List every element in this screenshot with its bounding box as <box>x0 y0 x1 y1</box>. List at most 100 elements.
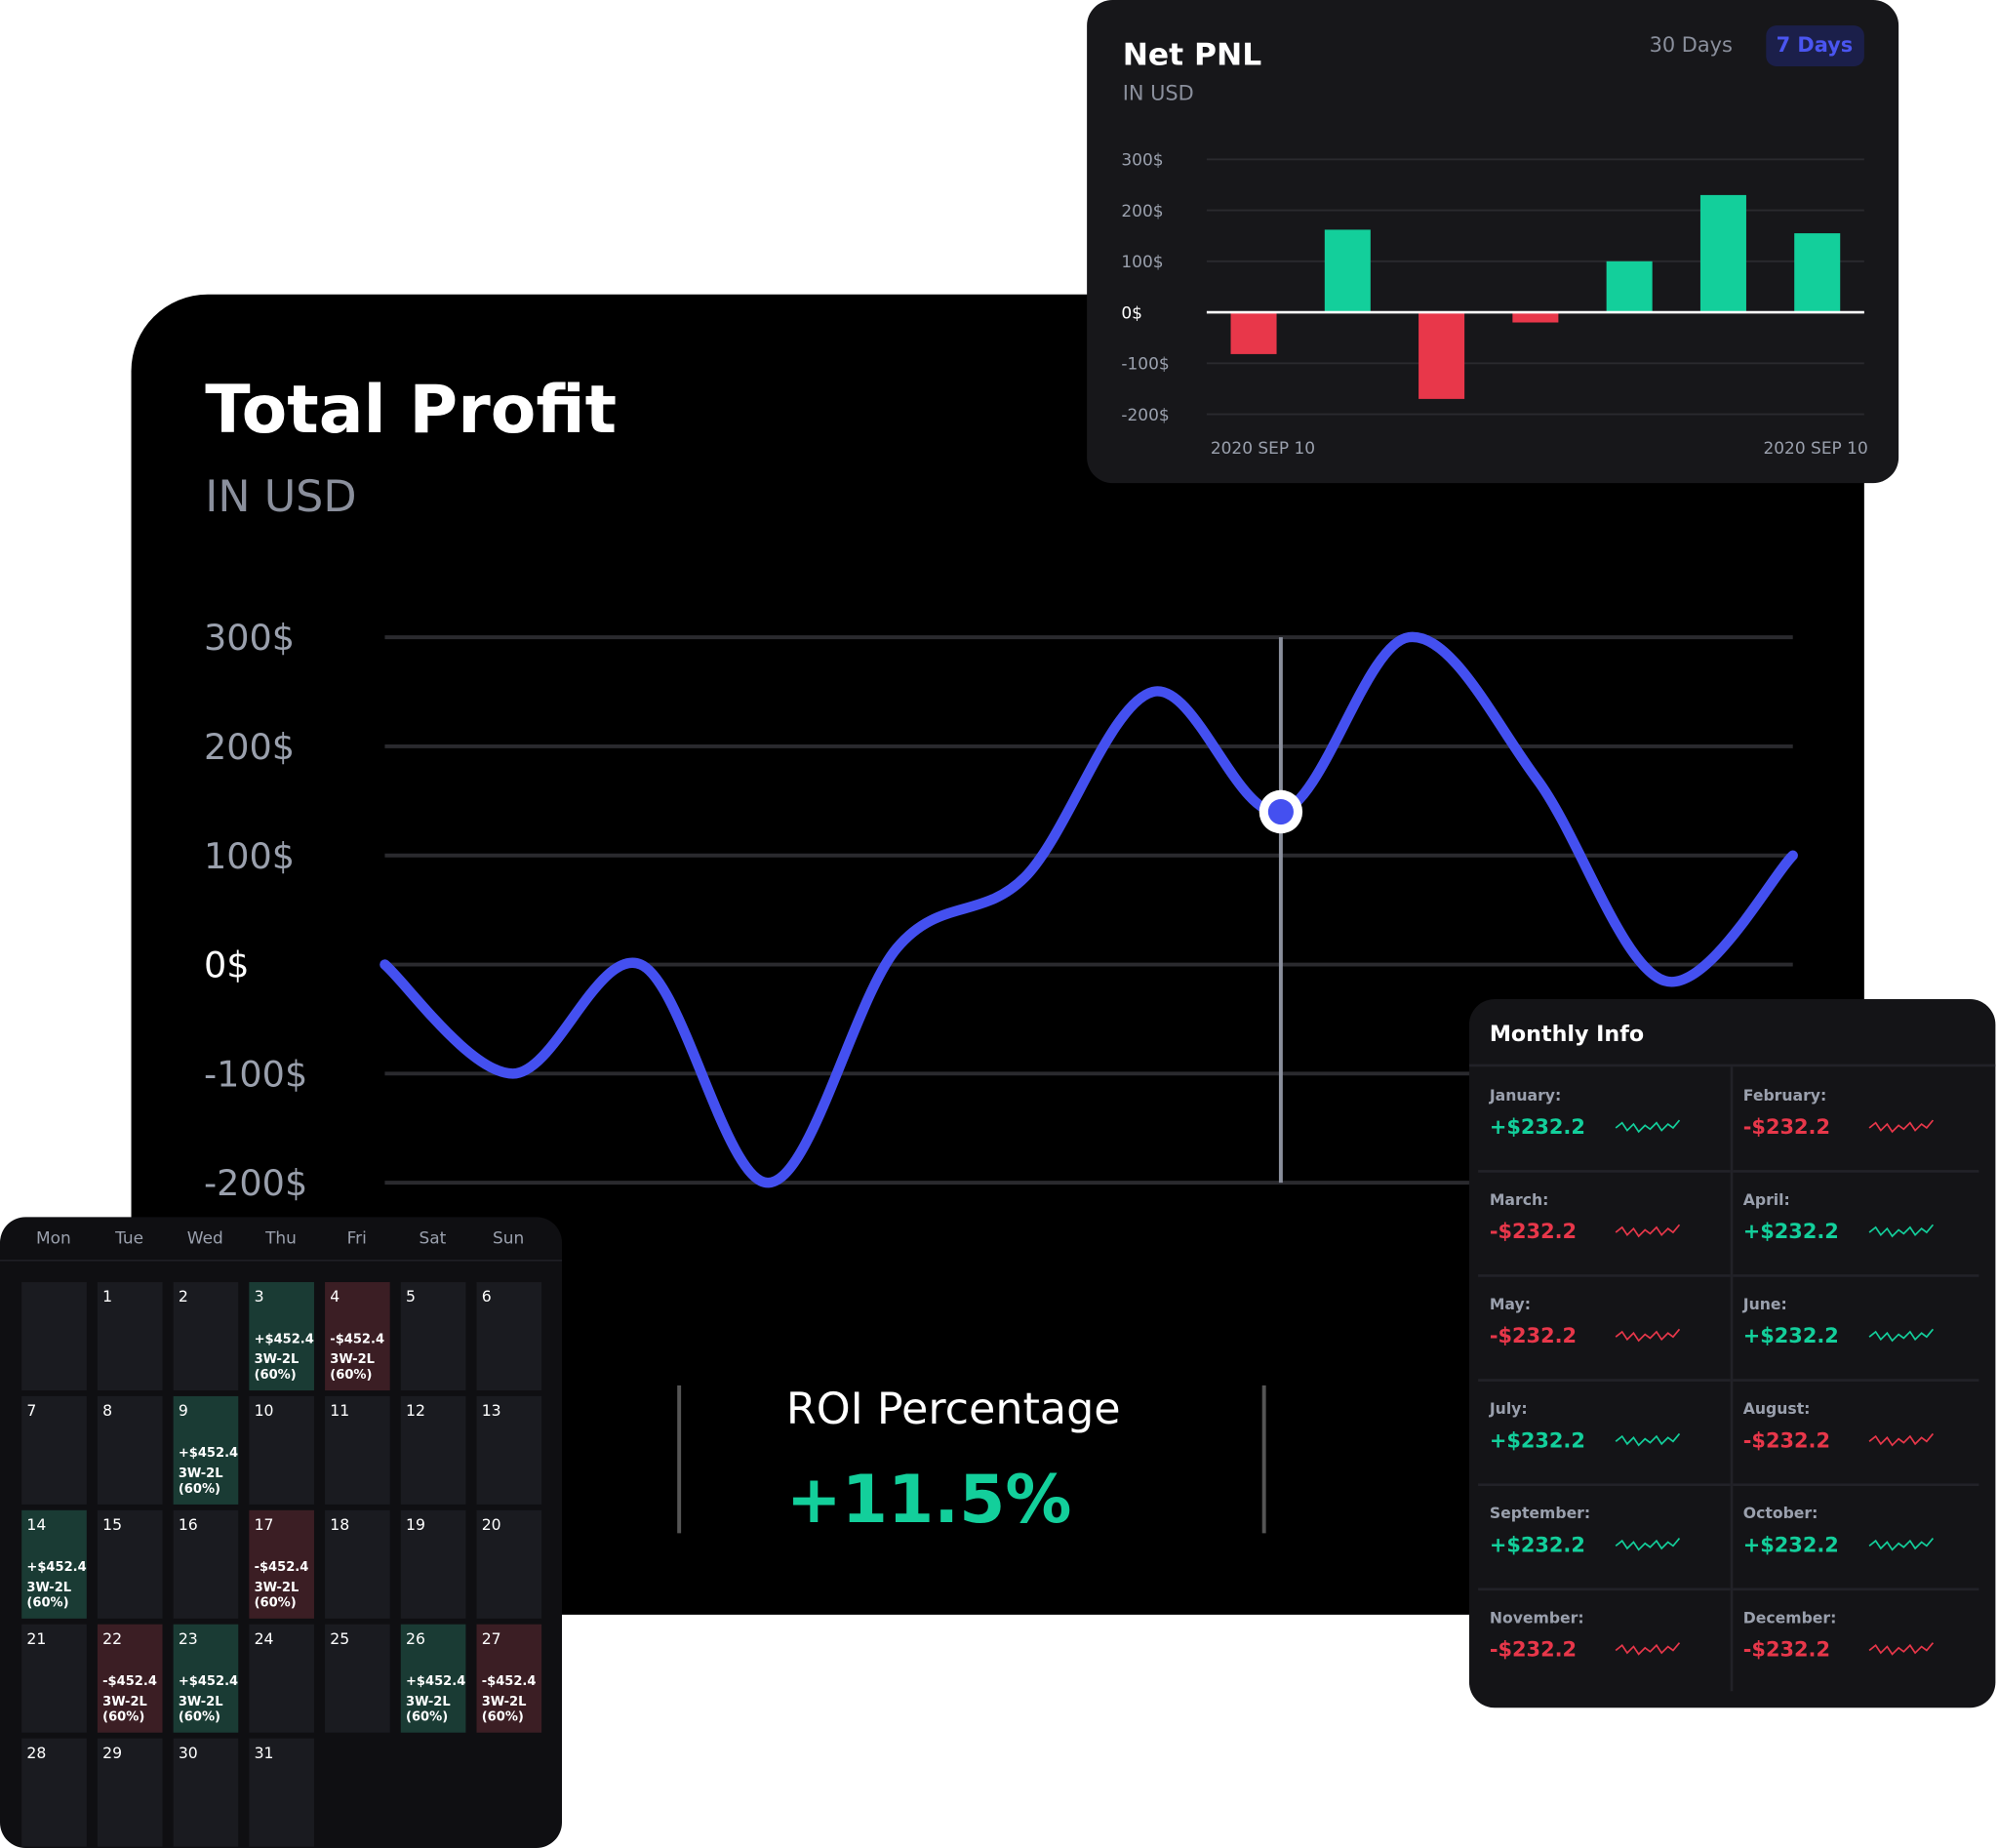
range-button[interactable]: 7 Days <box>1777 33 1854 57</box>
day-cell <box>476 1509 542 1619</box>
month-name: September: <box>1490 1504 1590 1522</box>
day-cell <box>400 1509 466 1619</box>
day-cell <box>173 1395 239 1505</box>
day-cell <box>173 1624 239 1733</box>
sparkline <box>1868 1538 1935 1551</box>
day-number: 5 <box>406 1287 416 1306</box>
day-number: 1 <box>102 1287 112 1306</box>
day-number: 17 <box>255 1515 274 1534</box>
day-record: 3W-2L <box>102 1695 147 1709</box>
day-number: 26 <box>406 1629 425 1648</box>
day-amount: +$452.4 <box>179 1674 238 1689</box>
day-cell <box>21 1395 87 1505</box>
range-button-bg[interactable] <box>1766 25 1864 66</box>
day-number: 8 <box>102 1401 112 1420</box>
day-cell <box>249 1282 314 1391</box>
day-pct: (60%) <box>406 1710 448 1725</box>
day-cell <box>249 1738 314 1847</box>
day-number: 13 <box>482 1401 501 1420</box>
sparkline <box>1868 1642 1935 1656</box>
day-number: 30 <box>179 1744 198 1762</box>
day-pct: (60%) <box>330 1368 372 1383</box>
weekday: Fri <box>347 1229 367 1249</box>
day-cell <box>21 1282 87 1391</box>
day-cell <box>400 1624 466 1733</box>
day-cell <box>476 1282 542 1391</box>
month-name: May: <box>1490 1295 1531 1313</box>
day-cell <box>97 1624 163 1733</box>
day-number: 15 <box>102 1515 122 1534</box>
month-value: +$232.2 <box>1743 1533 1839 1556</box>
day-number: 6 <box>482 1287 492 1306</box>
chart-title: Total Profit <box>205 372 617 449</box>
day-amount: +$452.4 <box>255 1332 314 1346</box>
day-amount: -$452.4 <box>330 1332 384 1346</box>
day-cell <box>249 1395 314 1505</box>
day-cell <box>97 1282 163 1391</box>
net-pnl-panel: Net PNL IN USD 30 Days 7 Days 2020 SEP 1… <box>1087 0 1899 484</box>
day-cell <box>325 1624 390 1733</box>
bar <box>1230 312 1277 354</box>
chart-subtitle: IN USD <box>1123 82 1194 105</box>
day-cell <box>249 1624 314 1733</box>
day-cell <box>325 1282 390 1391</box>
day-cell <box>97 1738 163 1847</box>
day-pct: (60%) <box>102 1710 144 1725</box>
chart-title: Net PNL <box>1123 38 1262 73</box>
bar <box>1324 229 1371 313</box>
day-cell <box>476 1624 542 1733</box>
day-number: 28 <box>26 1744 46 1762</box>
day-pct: (60%) <box>179 1482 220 1497</box>
day-number: 9 <box>179 1401 188 1420</box>
chart-subtitle: IN USD <box>205 472 356 522</box>
day-pct: (60%) <box>255 1596 297 1611</box>
roi-label: ROI Percentage <box>786 1385 1121 1434</box>
weekday: Mon <box>36 1229 71 1249</box>
day-record: 3W-2L <box>330 1352 375 1367</box>
day-number: 7 <box>26 1401 36 1420</box>
y-tick-label: -100$ <box>204 1053 307 1095</box>
day-cell <box>325 1395 390 1505</box>
month-name: March: <box>1490 1190 1549 1209</box>
day-number: 18 <box>330 1515 349 1534</box>
sparkline <box>1615 1224 1681 1238</box>
day-number: 2 <box>179 1287 188 1306</box>
month-value: +$232.2 <box>1743 1324 1839 1347</box>
day-cell <box>21 1624 87 1733</box>
line <box>380 631 1798 1188</box>
month-value: -$232.2 <box>1743 1428 1830 1452</box>
y-tick-label: 0$ <box>1121 303 1142 323</box>
sparkline <box>1615 1432 1681 1447</box>
day-cell <box>21 1738 87 1847</box>
y-tick-label: 100$ <box>1121 253 1163 272</box>
day-record: 3W-2L <box>26 1581 71 1595</box>
y-tick-label: -200$ <box>1121 406 1169 425</box>
day-number: 19 <box>406 1515 425 1534</box>
day-number: 21 <box>26 1629 46 1648</box>
y-tick-label: 200$ <box>204 726 295 768</box>
bar <box>1512 312 1559 323</box>
month-value: +$232.2 <box>1490 1428 1585 1452</box>
x-label: 2020 SEP 10 <box>1763 439 1867 459</box>
day-number: 12 <box>406 1401 425 1420</box>
month-value: +$232.2 <box>1743 1220 1839 1243</box>
month-name: February: <box>1743 1086 1827 1105</box>
day-cell <box>97 1509 163 1619</box>
roi-value: +11.5% <box>786 1462 1071 1539</box>
month-name: April: <box>1743 1190 1790 1209</box>
month-value: -$232.2 <box>1490 1324 1577 1347</box>
day-number: 11 <box>330 1401 349 1420</box>
bar <box>1419 312 1465 399</box>
day-number: 10 <box>255 1401 274 1420</box>
range-button[interactable]: 30 Days <box>1650 33 1733 57</box>
day-record: 3W-2L <box>179 1695 223 1709</box>
y-tick-label: 300$ <box>1121 151 1163 171</box>
day-cell <box>400 1282 466 1391</box>
month-name: October: <box>1743 1504 1818 1522</box>
day-number: 25 <box>330 1629 349 1648</box>
month-name: January: <box>1489 1086 1561 1105</box>
weekday: Tue <box>114 1229 143 1249</box>
x-label: 2020 SEP 10 <box>1211 439 1315 459</box>
